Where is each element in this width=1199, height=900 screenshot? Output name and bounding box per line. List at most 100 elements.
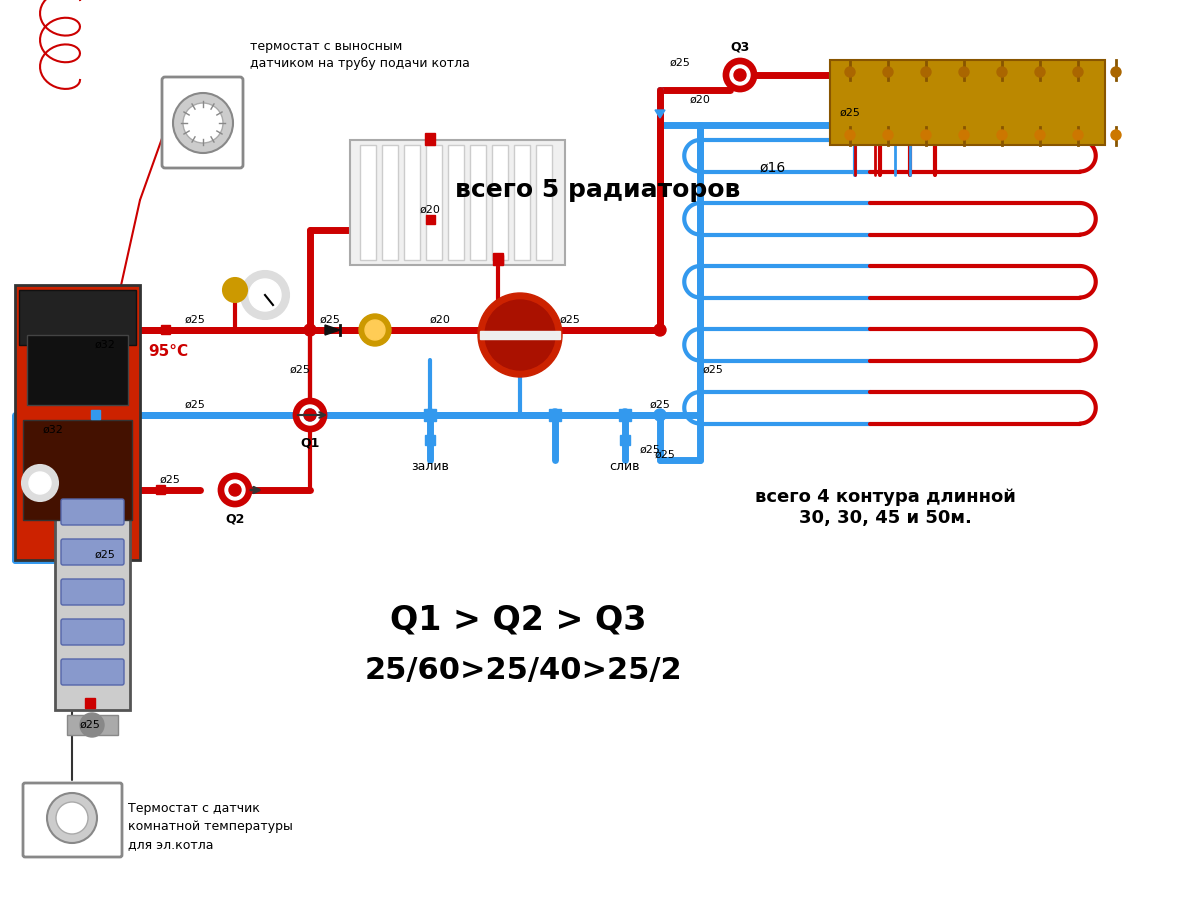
FancyBboxPatch shape	[61, 619, 123, 645]
Polygon shape	[325, 325, 341, 335]
Text: ø25: ø25	[159, 475, 181, 485]
Bar	[621, 410, 629, 419]
Circle shape	[921, 67, 930, 77]
Bar	[620, 435, 629, 445]
Circle shape	[300, 405, 320, 425]
Text: ø25: ø25	[703, 365, 724, 375]
Bar	[426, 145, 442, 260]
Circle shape	[29, 472, 52, 494]
Text: 95°C: 95°C	[147, 345, 188, 359]
FancyBboxPatch shape	[162, 77, 243, 168]
Circle shape	[619, 409, 631, 421]
Circle shape	[219, 474, 251, 506]
Circle shape	[1073, 130, 1083, 140]
Circle shape	[173, 93, 233, 153]
Text: ø25: ø25	[840, 108, 861, 118]
Circle shape	[549, 409, 561, 421]
Polygon shape	[655, 110, 665, 118]
Circle shape	[845, 67, 855, 77]
Circle shape	[734, 69, 746, 81]
Text: ø25: ø25	[560, 315, 580, 325]
Circle shape	[229, 484, 241, 496]
Text: ø25: ø25	[185, 400, 206, 410]
Circle shape	[56, 802, 88, 834]
Bar	[161, 325, 170, 334]
FancyBboxPatch shape	[61, 499, 123, 525]
Circle shape	[653, 324, 665, 336]
Text: ø25: ø25	[320, 315, 341, 325]
Text: Q3: Q3	[730, 40, 749, 53]
Text: Q1: Q1	[300, 437, 320, 450]
Text: ø25: ø25	[290, 365, 311, 375]
Bar	[493, 253, 504, 265]
Bar	[67, 715, 118, 735]
Circle shape	[653, 409, 665, 421]
Bar	[619, 409, 631, 421]
Circle shape	[80, 713, 104, 737]
FancyBboxPatch shape	[61, 659, 123, 685]
Bar	[424, 435, 435, 445]
Bar	[424, 133, 435, 145]
Bar	[91, 410, 100, 419]
Text: Термостат с датчик
комнатной температуры
для эл.котла: Термостат с датчик комнатной температуры…	[128, 802, 293, 851]
Text: ø32: ø32	[95, 340, 116, 350]
Circle shape	[47, 793, 97, 843]
Text: ø32: ø32	[43, 425, 64, 435]
Bar	[404, 145, 420, 260]
Bar	[552, 410, 560, 419]
Circle shape	[998, 130, 1007, 140]
Circle shape	[1035, 130, 1046, 140]
Bar	[382, 145, 398, 260]
Text: 25/60>25/40>25/2: 25/60>25/40>25/2	[364, 655, 682, 685]
Circle shape	[294, 399, 326, 431]
Circle shape	[424, 409, 436, 421]
Circle shape	[1111, 67, 1121, 77]
Text: термостат с выносным
датчиком на трубу подачи котла: термостат с выносным датчиком на трубу п…	[251, 40, 470, 70]
Bar	[448, 145, 464, 260]
Bar	[16, 285, 140, 560]
Circle shape	[22, 465, 58, 501]
Text: ø25: ø25	[185, 315, 206, 325]
Text: Q1 > Q2 > Q3: Q1 > Q2 > Q3	[390, 604, 646, 636]
Circle shape	[359, 314, 391, 346]
FancyBboxPatch shape	[61, 539, 123, 565]
Bar	[426, 215, 435, 224]
Circle shape	[241, 271, 289, 319]
Circle shape	[486, 300, 555, 370]
Bar	[480, 331, 560, 339]
Text: ø25: ø25	[670, 58, 691, 68]
Text: ø25: ø25	[640, 445, 661, 455]
Bar	[536, 145, 552, 260]
Bar	[492, 145, 508, 260]
Bar	[549, 409, 561, 421]
Circle shape	[478, 293, 562, 377]
Text: ø25: ø25	[650, 400, 671, 410]
Text: ø16: ø16	[760, 161, 787, 175]
Bar	[156, 485, 165, 494]
Bar	[350, 140, 565, 265]
Circle shape	[223, 278, 247, 302]
Circle shape	[882, 130, 893, 140]
Circle shape	[730, 65, 751, 85]
Text: слив: слив	[610, 460, 640, 473]
FancyBboxPatch shape	[61, 579, 123, 605]
Bar	[28, 335, 128, 405]
Text: ø25: ø25	[655, 450, 676, 460]
Text: ø20: ø20	[420, 205, 441, 215]
Bar	[830, 60, 1105, 145]
Text: ø20: ø20	[689, 95, 711, 105]
Circle shape	[305, 409, 317, 421]
Circle shape	[183, 103, 223, 143]
Bar	[360, 145, 376, 260]
Circle shape	[305, 409, 317, 421]
Circle shape	[724, 59, 757, 91]
Circle shape	[249, 279, 281, 311]
Bar	[470, 145, 486, 260]
Circle shape	[998, 67, 1007, 77]
Bar	[424, 409, 436, 421]
Circle shape	[1111, 130, 1121, 140]
Circle shape	[882, 67, 893, 77]
Circle shape	[364, 320, 385, 340]
Circle shape	[305, 324, 317, 336]
Circle shape	[959, 130, 969, 140]
